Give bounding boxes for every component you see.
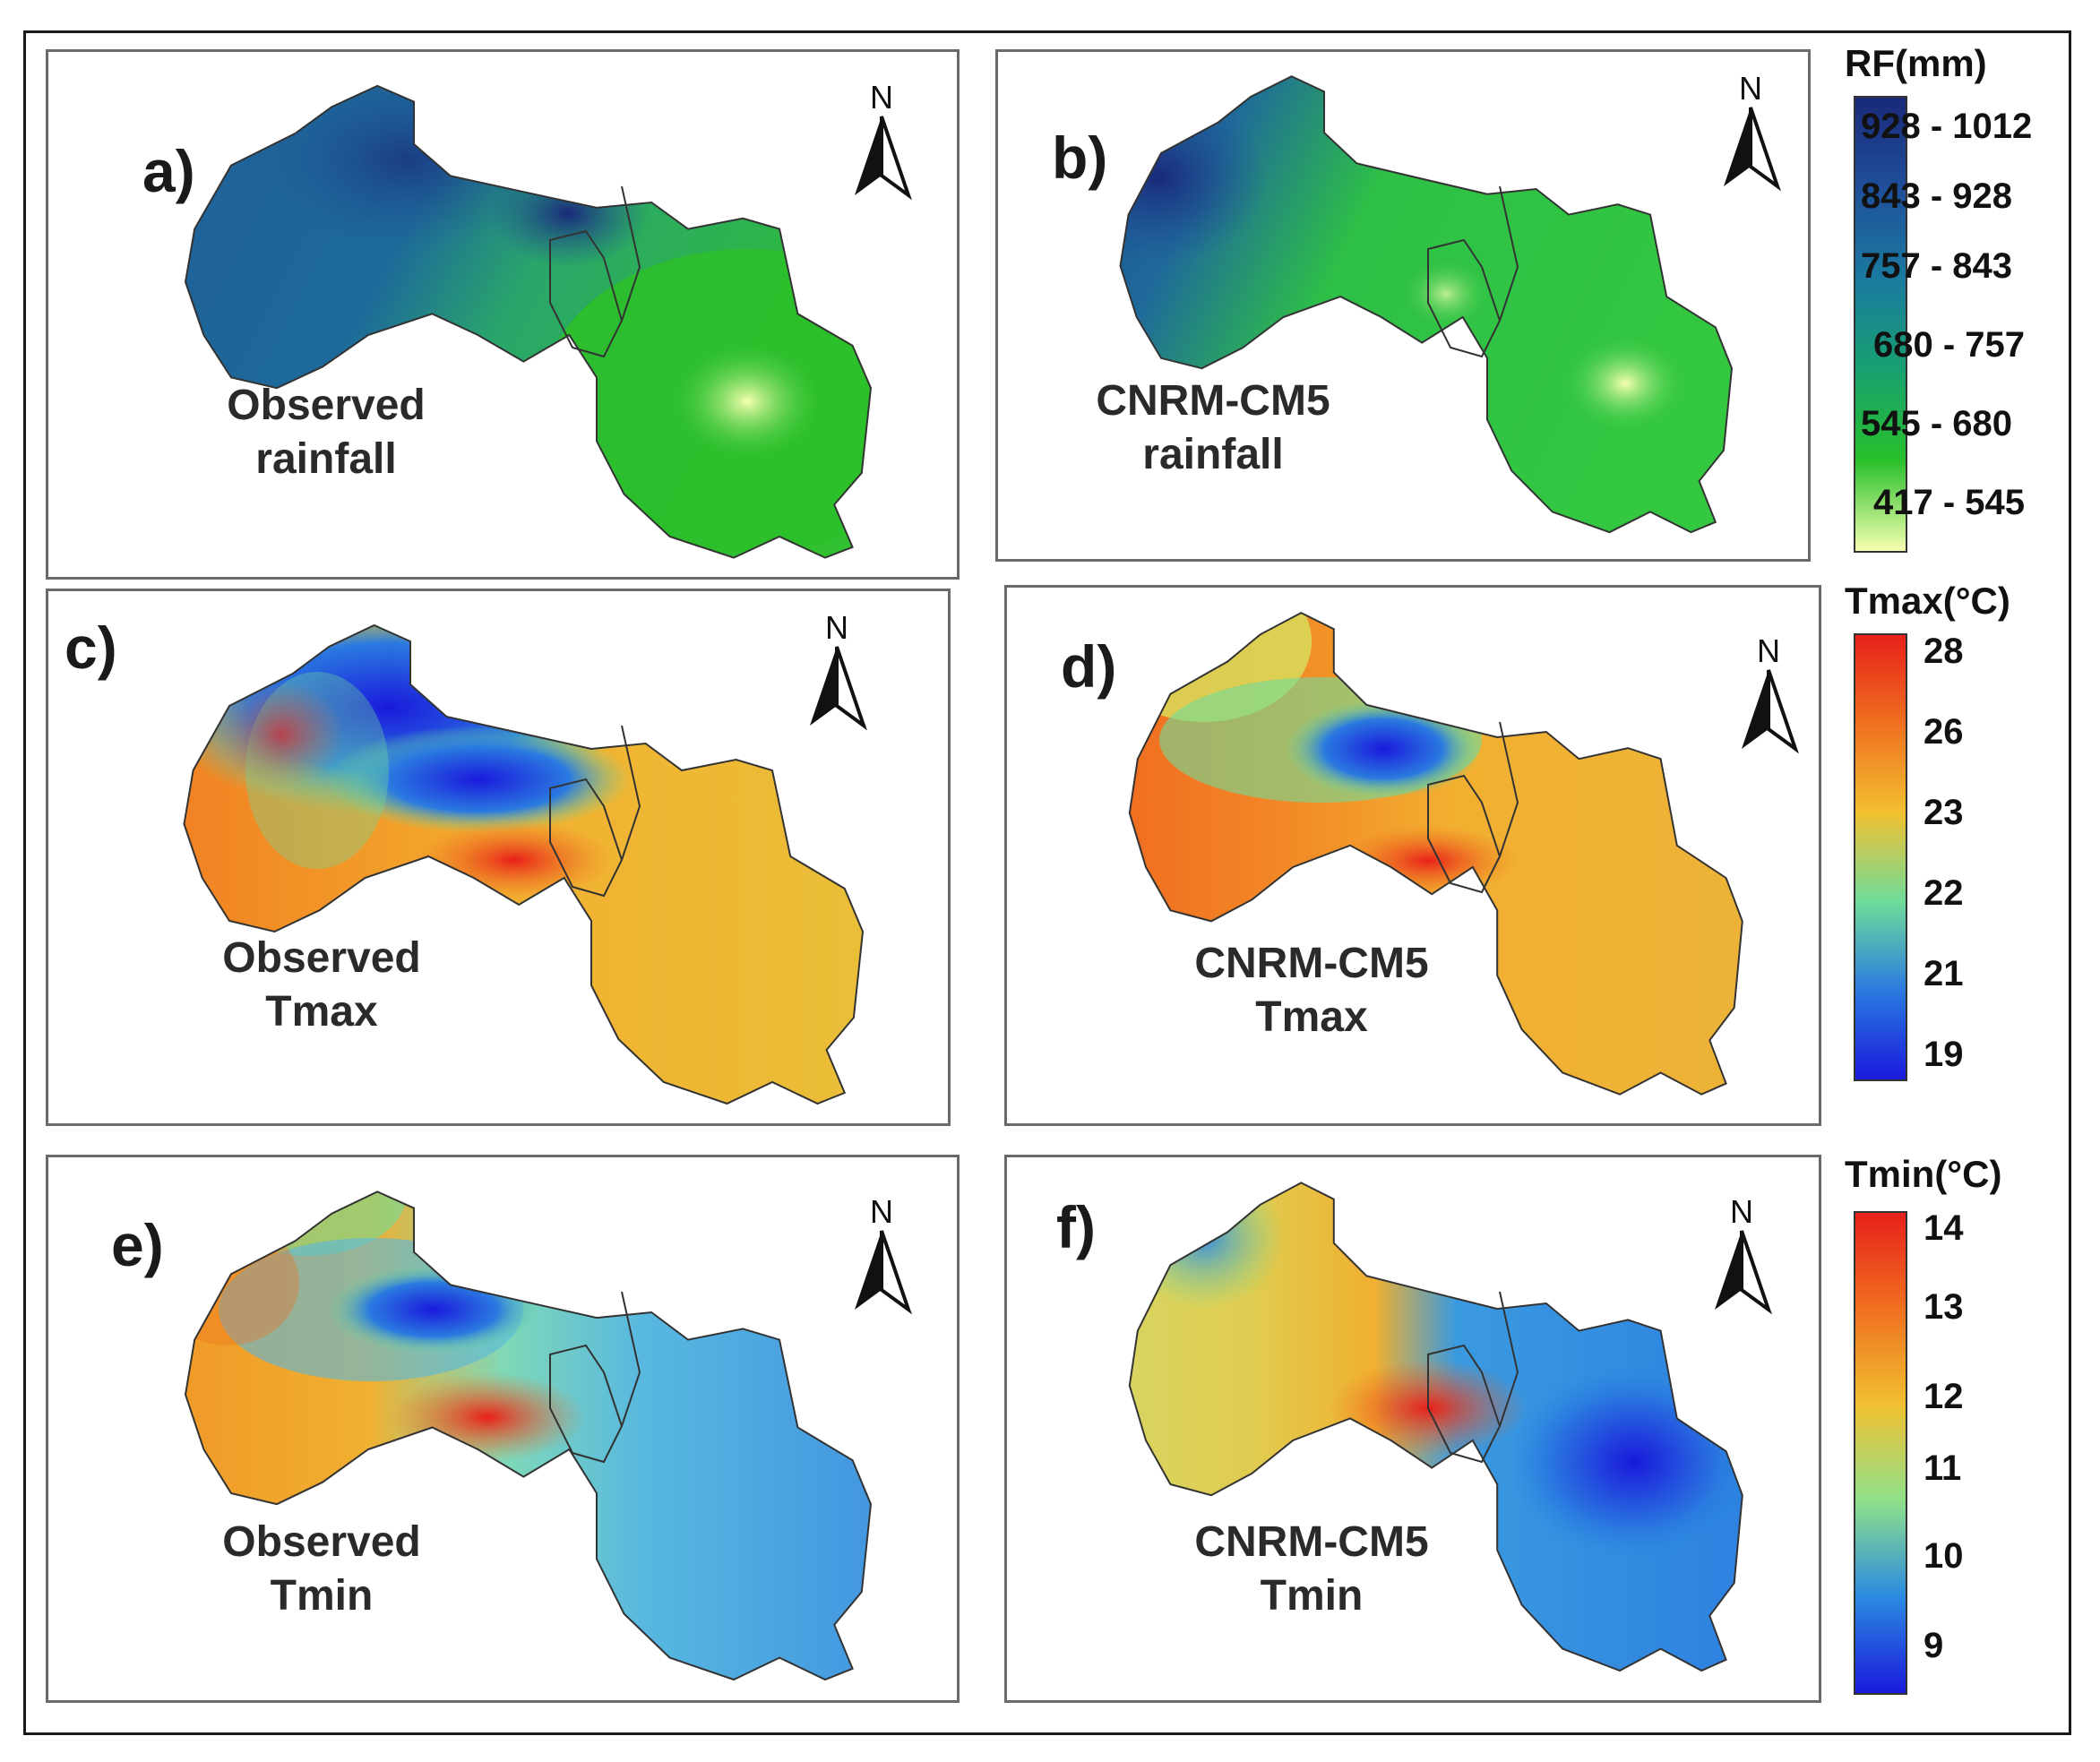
panel-label: c) bbox=[65, 615, 117, 681]
north-label: N bbox=[1757, 632, 1780, 669]
north-arrow: N bbox=[1697, 1193, 1786, 1328]
north-arrow-icon bbox=[1715, 1230, 1772, 1315]
legend-tick-label: 22 bbox=[1924, 873, 1964, 913]
north-arrow: N bbox=[1724, 632, 1813, 767]
panel-title: CNRM-CM5 Tmax bbox=[1168, 937, 1455, 1044]
panel-observed-rainfall: a) Observed rainfall N bbox=[46, 49, 960, 580]
panel-cnrm-rainfall: b) CNRM-CM5 rainfall N bbox=[995, 49, 1811, 562]
map-observed-rainfall bbox=[184, 84, 873, 559]
panel-title: Observed rainfall bbox=[205, 379, 447, 486]
panel-title-line2: rainfall bbox=[1142, 431, 1284, 478]
legend-tick-label: 9 bbox=[1924, 1626, 1944, 1665]
panel-label: e) bbox=[111, 1212, 164, 1278]
legend-title: Tmax(°C) bbox=[1845, 580, 2010, 622]
legend-class-label: 928 - 1012 bbox=[1861, 107, 2033, 146]
north-arrow: N bbox=[792, 609, 882, 743]
legend-class-label: 843 - 928 bbox=[1861, 176, 2013, 216]
panel-title-line1: CNRM-CM5 bbox=[1096, 377, 1330, 425]
panel-title: CNRM-CM5 rainfall bbox=[1070, 374, 1356, 482]
legend-rainfall: RF(mm) 928 - 1012 843 - 928 757 - 843 68… bbox=[1827, 42, 2069, 571]
north-arrow: N bbox=[837, 1193, 926, 1328]
legend-tmax: Tmax(°C) 28 26 23 22 21 19 bbox=[1827, 580, 2069, 1108]
legend-tick-label: 21 bbox=[1924, 954, 1964, 993]
panel-title-line1: CNRM-CM5 bbox=[1194, 1518, 1429, 1566]
north-arrow-icon bbox=[1742, 669, 1799, 754]
legend-class-label: 545 - 680 bbox=[1861, 404, 2013, 443]
north-arrow-icon bbox=[1724, 107, 1781, 192]
panel-title-line2: Tmin bbox=[1260, 1572, 1364, 1620]
panel-label: f) bbox=[1056, 1194, 1096, 1260]
panel-title-line2: rainfall bbox=[255, 435, 397, 483]
panel-title-line1: Observed bbox=[222, 934, 421, 982]
panel-observed-tmin: e) Observed Tmin N bbox=[46, 1155, 960, 1703]
north-label: N bbox=[1739, 70, 1762, 107]
legend-tick-label: 10 bbox=[1924, 1536, 1964, 1576]
panel-title: Observed Tmax bbox=[201, 932, 443, 1039]
legend-tmin: Tmin(°C) 14 13 12 11 10 9 bbox=[1827, 1153, 2069, 1708]
panel-title-line1: CNRM-CM5 bbox=[1194, 940, 1429, 987]
north-label: N bbox=[825, 609, 848, 646]
panel-label: a) bbox=[142, 138, 195, 204]
panel-cnrm-tmin: f) CNRM-CM5 Tmin N bbox=[1004, 1155, 1821, 1703]
legend-colorbar bbox=[1854, 633, 1907, 1081]
legend-tick-label: 11 bbox=[1924, 1448, 1962, 1488]
north-arrow: N bbox=[1706, 70, 1795, 204]
legend-colorbar bbox=[1854, 96, 1907, 553]
north-label: N bbox=[870, 1193, 893, 1230]
panel-cnrm-tmax: d) CNRM-CM5 Tmax N bbox=[1004, 585, 1821, 1126]
panel-label: d) bbox=[1061, 633, 1117, 700]
map-cnrm-rainfall bbox=[1119, 75, 1734, 534]
figure-frame: a) Observed rainfall N bbox=[23, 30, 2071, 1735]
map-observed-tmax bbox=[183, 623, 865, 1105]
panel-title-line2: Tmin bbox=[270, 1572, 374, 1620]
legend-class-label: 417 - 545 bbox=[1873, 483, 2026, 522]
legend-title: Tmin(°C) bbox=[1845, 1153, 2002, 1195]
north-label: N bbox=[870, 79, 893, 116]
panel-label: b) bbox=[1052, 125, 1108, 191]
legend-tick-label: 19 bbox=[1924, 1035, 1964, 1074]
legend-tick-label: 14 bbox=[1924, 1208, 1964, 1248]
map-cnrm-tmin bbox=[1128, 1182, 1743, 1672]
panel-title-line2: Tmax bbox=[1255, 993, 1368, 1041]
legend-tick-label: 23 bbox=[1924, 793, 1964, 832]
legend-tick-label: 13 bbox=[1924, 1287, 1964, 1327]
north-arrow-icon bbox=[810, 646, 867, 731]
legend-title: RF(mm) bbox=[1845, 42, 1987, 84]
north-arrow-icon bbox=[855, 1230, 912, 1315]
legend-tick-label: 26 bbox=[1924, 712, 1964, 752]
panel-title: CNRM-CM5 Tmin bbox=[1168, 1516, 1455, 1623]
panel-title-line2: Tmax bbox=[265, 988, 378, 1036]
panel-title-line1: Observed bbox=[222, 1518, 421, 1566]
legend-class-label: 757 - 843 bbox=[1861, 246, 2013, 286]
panel-title: Observed Tmin bbox=[201, 1516, 443, 1623]
legend-colorbar bbox=[1854, 1211, 1907, 1695]
map-cnrm-tmax bbox=[1128, 611, 1743, 1096]
panel-title-line1: Observed bbox=[227, 382, 426, 429]
north-label: N bbox=[1730, 1193, 1753, 1230]
legend-class-label: 680 - 757 bbox=[1873, 325, 2026, 365]
north-arrow-icon bbox=[855, 116, 912, 201]
legend-tick-label: 28 bbox=[1924, 632, 1964, 671]
north-arrow: N bbox=[837, 79, 926, 213]
legend-tick-label: 12 bbox=[1924, 1377, 1964, 1416]
map-observed-tmin bbox=[184, 1190, 873, 1681]
panel-observed-tmax: c) Observed Tmax N bbox=[46, 589, 951, 1126]
